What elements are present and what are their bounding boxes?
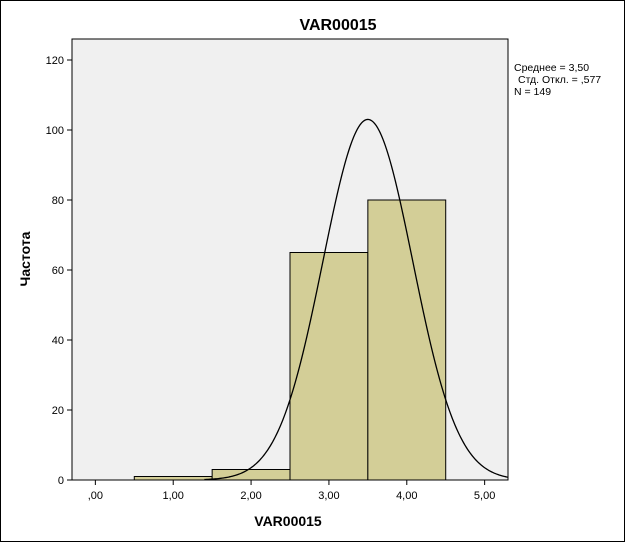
stat-mean: Среднее = 3,50: [514, 62, 589, 74]
y-axis: 0 20 40 60 80 100 120: [46, 55, 72, 487]
y-axis-title: Частота: [17, 231, 33, 286]
chart-title: VAR00015: [299, 17, 376, 34]
y-tick-label: 40: [52, 335, 64, 347]
y-tick-label: 0: [58, 475, 64, 487]
histogram-bar-4: [367, 199, 447, 481]
x-tick-label: ,00: [88, 490, 103, 502]
x-axis: ,00 1,00 2,00 3,00 4,00 5,00: [88, 480, 495, 502]
y-tick-label: 60: [52, 265, 64, 277]
y-tick-label: 100: [46, 125, 64, 137]
x-tick-label: 5,00: [474, 490, 495, 502]
x-tick-label: 2,00: [240, 490, 261, 502]
histogram-bar-1: [133, 476, 213, 481]
x-tick-label: 4,00: [396, 490, 417, 502]
stat-n: N = 149: [514, 86, 551, 98]
histogram-bar-3: [289, 252, 369, 481]
x-tick-label: 1,00: [163, 490, 184, 502]
y-tick-label: 120: [46, 55, 64, 67]
bars-group: [133, 199, 447, 481]
y-tick-label: 80: [52, 195, 64, 207]
x-axis-title: VAR00015: [254, 513, 322, 529]
stat-std: Стд. Откл. = ,577: [518, 74, 601, 86]
normal-curve: [204, 118, 509, 481]
x-tick-label: 3,00: [318, 490, 339, 502]
y-tick-label: 20: [52, 405, 64, 417]
